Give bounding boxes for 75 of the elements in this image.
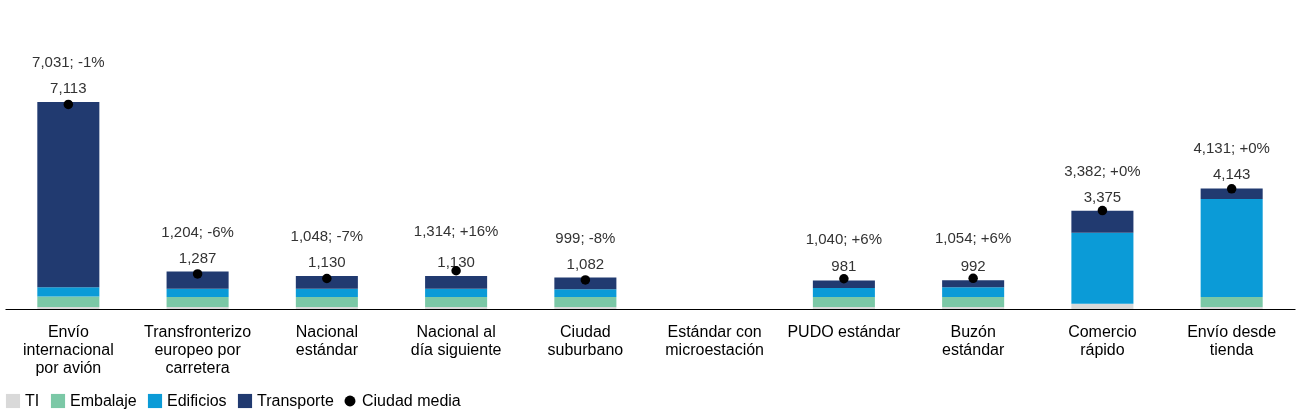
point: [968, 273, 978, 284]
bar: [1200, 188, 1263, 199]
data-label: 3,382; +0%: [1064, 161, 1141, 179]
data-label: 1,204; -6%: [161, 222, 234, 240]
bar: [1200, 306, 1263, 309]
bar: [425, 306, 488, 309]
x-tick-label: Estándar con microestación: [665, 322, 764, 358]
total-label: 3,375: [1083, 187, 1122, 205]
total-label: 992: [960, 257, 986, 275]
bar: [1071, 232, 1134, 304]
bar: [37, 287, 100, 297]
bar: [942, 287, 1005, 298]
point: [580, 275, 591, 285]
data-label: 1,054; +6%: [934, 229, 1012, 247]
bar: [295, 276, 358, 289]
bar: [942, 280, 1005, 288]
legend-label: Ciudad media: [362, 392, 461, 409]
bar: [1200, 297, 1263, 307]
bar: [554, 306, 617, 309]
x-tick-label: Envío desde tienda: [1187, 322, 1277, 358]
bar: [812, 280, 875, 289]
bar: [295, 288, 358, 298]
total-label: 7,113: [50, 79, 87, 96]
bar: [295, 297, 358, 307]
bar: [812, 288, 875, 298]
point: [192, 269, 203, 279]
x-tick-label: Nacional estándar: [295, 322, 359, 358]
x-tick-label: Comercio rápido: [1068, 322, 1137, 358]
bar: [812, 306, 875, 309]
bar: [812, 297, 875, 307]
bar: [37, 102, 100, 288]
point: [1097, 205, 1108, 216]
bar: [295, 306, 358, 309]
data-label: 4,131; +0%: [1193, 139, 1270, 157]
total-label: 1,130: [308, 253, 346, 271]
x-tick-label: PUDO estándar: [787, 322, 902, 340]
bar: [1200, 199, 1263, 298]
data-label: 999; -8%: [555, 228, 616, 246]
x-tick-label: Buzón estándar: [942, 322, 1005, 358]
x-tick-label: Transfronterizo europeo por carretera: [144, 322, 252, 376]
bar: [554, 297, 617, 307]
data-label: 7,031; -1%: [32, 53, 105, 70]
data-label: 1,040; +6%: [805, 229, 883, 247]
bar: [37, 306, 100, 309]
total-label: 1,082: [566, 254, 605, 272]
legend-label: Transporte: [257, 392, 334, 409]
total-label: 4,143: [1212, 165, 1251, 183]
point: [839, 274, 849, 284]
bar: [942, 297, 1005, 307]
bar: [166, 288, 229, 298]
total-label: 1,287: [178, 248, 217, 266]
x-tick-label: Nacional al día siguiente: [410, 322, 502, 358]
bar: [37, 296, 100, 307]
data-label: 1,048; -7%: [290, 227, 364, 245]
data-label: 1,314; +16%: [413, 221, 499, 239]
legend-label: TI: [25, 392, 40, 409]
legend-label: Embalaje: [70, 392, 137, 409]
bar: [166, 297, 229, 307]
bar: [554, 289, 617, 298]
bar: [425, 276, 488, 289]
bar: [425, 288, 488, 298]
bar: [942, 306, 1005, 309]
x-tick-label: Ciudad suburbano: [547, 322, 624, 358]
legend-label: Edificios: [167, 392, 227, 409]
total-label: 1,130: [437, 253, 475, 271]
point: [63, 99, 74, 110]
point: [1226, 184, 1237, 194]
bar: [166, 306, 229, 309]
total-label: 981: [831, 257, 857, 275]
bar: [425, 297, 488, 307]
bar: [1071, 210, 1134, 233]
x-tick-label: Envío internacional por avión: [22, 322, 114, 376]
bar: [166, 271, 229, 289]
point: [322, 273, 332, 284]
bar: [1071, 303, 1134, 309]
